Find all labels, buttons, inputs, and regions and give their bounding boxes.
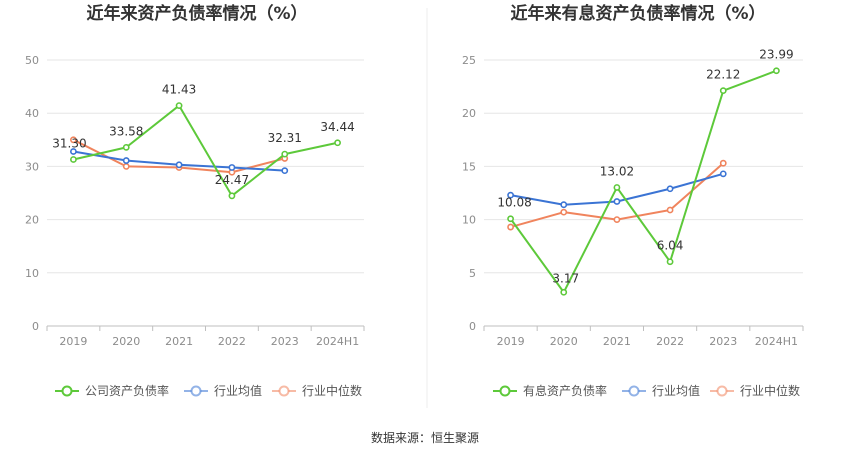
data-point[interactable] bbox=[719, 170, 727, 178]
legend-label: 行业中位数 bbox=[302, 383, 362, 398]
data-point[interactable] bbox=[228, 192, 236, 200]
x-tick-label: 2020 bbox=[550, 335, 578, 348]
data-label: 34.44 bbox=[320, 120, 354, 134]
data-label: 6.04 bbox=[657, 239, 684, 253]
y-tick-label: 0 bbox=[32, 320, 39, 333]
y-tick-label: 10 bbox=[462, 214, 476, 227]
legend-label: 公司资产负债率 bbox=[85, 383, 169, 398]
legend-item[interactable]: 行业中位数 bbox=[710, 383, 800, 398]
data-point[interactable] bbox=[70, 148, 77, 155]
x-tick-label: 2023 bbox=[709, 335, 737, 348]
x-tick-label: 2020 bbox=[112, 335, 140, 348]
chart-interest-bearing-debt-ratio: 近年来有息资产负债率情况（%） 0 5 10 15 20 25 2019 2020 2021 202… bbox=[462, 3, 804, 398]
data-point[interactable] bbox=[613, 216, 621, 223]
data-label: 10.08 bbox=[497, 196, 531, 210]
data-point[interactable] bbox=[122, 143, 130, 151]
blue-circle-line-icon bbox=[184, 385, 208, 397]
data-label: 23.99 bbox=[759, 48, 793, 62]
legend-item[interactable]: 行业中位数 bbox=[272, 383, 362, 398]
data-point[interactable] bbox=[613, 184, 621, 191]
y-tick-label: 10 bbox=[25, 267, 39, 280]
data-point[interactable] bbox=[507, 191, 514, 199]
legend-item[interactable]: 行业均值 bbox=[622, 383, 700, 398]
data-point[interactable] bbox=[560, 288, 568, 296]
x-tick-label: 2022 bbox=[656, 335, 684, 348]
data-label: 24.47 bbox=[215, 173, 249, 187]
data-label: 32.31 bbox=[268, 131, 302, 145]
series-line bbox=[509, 69, 777, 294]
data-label: 13.02 bbox=[600, 164, 634, 178]
x-tick-label: 2024H1 bbox=[316, 335, 359, 348]
data-label: 33.58 bbox=[109, 124, 143, 138]
data-point[interactable] bbox=[122, 157, 130, 164]
data-point[interactable] bbox=[666, 185, 674, 193]
orange-circle-line-icon bbox=[272, 385, 296, 397]
x-tick-label: 2023 bbox=[271, 335, 299, 348]
source-label: 数据来源：恒生聚源 bbox=[371, 430, 479, 445]
y-tick-label: 15 bbox=[462, 160, 476, 173]
data-point[interactable] bbox=[560, 208, 568, 216]
y-tick-label: 25 bbox=[462, 54, 476, 67]
data-point[interactable] bbox=[228, 164, 236, 171]
data-point[interactable] bbox=[175, 102, 183, 109]
data-point[interactable] bbox=[507, 223, 514, 231]
data-point[interactable] bbox=[666, 258, 674, 266]
y-tick-label: 50 bbox=[25, 54, 39, 67]
data-point[interactable] bbox=[122, 162, 130, 170]
legend-item[interactable]: 有息资产负债率 bbox=[493, 383, 607, 398]
x-tick-label: 2021 bbox=[603, 335, 631, 348]
x-tick-label: 2022 bbox=[218, 335, 246, 348]
x-tick-label: 2019 bbox=[59, 335, 87, 348]
legend-label: 行业均值 bbox=[652, 383, 700, 398]
data-point[interactable] bbox=[507, 215, 514, 223]
y-tick-label: 20 bbox=[462, 107, 476, 120]
data-point[interactable] bbox=[560, 201, 568, 209]
legend-item[interactable]: 公司资产负债率 bbox=[55, 383, 169, 398]
data-point[interactable] bbox=[175, 161, 183, 169]
data-point[interactable] bbox=[719, 87, 727, 95]
data-point[interactable] bbox=[613, 198, 621, 205]
data-label: 31.30 bbox=[52, 136, 86, 150]
green-circle-line-icon bbox=[55, 385, 79, 397]
legend-item[interactable]: 行业均值 bbox=[184, 383, 262, 398]
chart-title: 近年来资产负债率情况（%） bbox=[86, 3, 307, 24]
legend-label: 行业均值 bbox=[214, 383, 262, 398]
x-tick-label: 2019 bbox=[497, 335, 525, 348]
data-label: 3.17 bbox=[552, 271, 579, 285]
legend-label: 有息资产负债率 bbox=[523, 383, 607, 398]
legend-label: 行业中位数 bbox=[740, 383, 800, 398]
data-point[interactable] bbox=[773, 67, 780, 75]
y-tick-label: 5 bbox=[469, 267, 476, 280]
data-point[interactable] bbox=[281, 150, 289, 158]
x-tick-label: 2021 bbox=[165, 335, 193, 348]
y-tick-label: 20 bbox=[25, 214, 39, 227]
x-tick-label: 2024H1 bbox=[755, 335, 798, 348]
data-point[interactable] bbox=[281, 167, 289, 175]
chart-debt-ratio: 近年来资产负债率情况（%） 0 10 20 30 40 50 2019 2020 2021 2022… bbox=[25, 3, 365, 398]
data-point[interactable] bbox=[70, 136, 77, 144]
data-label: 22.12 bbox=[706, 68, 740, 82]
blue-circle-line-icon bbox=[622, 385, 646, 397]
data-point[interactable] bbox=[719, 159, 727, 167]
orange-circle-line-icon bbox=[710, 385, 734, 397]
data-point[interactable] bbox=[666, 206, 674, 214]
y-tick-label: 40 bbox=[25, 107, 39, 120]
green-circle-line-icon bbox=[493, 385, 517, 397]
data-label: 41.43 bbox=[162, 83, 196, 97]
series-line bbox=[73, 104, 338, 197]
data-point[interactable] bbox=[334, 139, 341, 147]
y-tick-label: 30 bbox=[25, 160, 39, 173]
chart-title: 近年来有息资产负债率情况（%） bbox=[510, 3, 765, 24]
y-tick-label: 0 bbox=[469, 320, 476, 333]
data-point[interactable] bbox=[70, 156, 77, 163]
